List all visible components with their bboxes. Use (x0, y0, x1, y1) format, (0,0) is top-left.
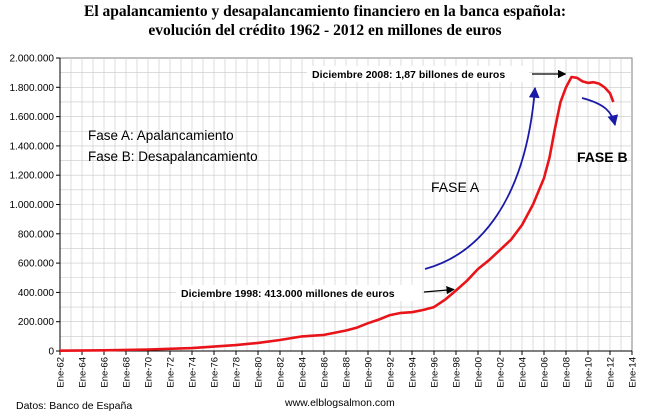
x-tick-label: Ene-68 (122, 357, 133, 388)
x-tick-label: Ene-66 (100, 357, 111, 388)
x-tick-label: Ene-74 (188, 357, 199, 388)
x-tick-label: Ene-70 (144, 357, 155, 388)
y-tick-label: 1.800.000 (10, 83, 55, 94)
x-tick-label: Ene-86 (320, 357, 331, 388)
phase-a-legend: Fase A: Apalancamiento (88, 128, 234, 143)
x-tick-label: Ene-10 (584, 357, 595, 388)
source-note: Datos: Banco de España (16, 400, 133, 412)
chart-title-line-2: evolución del crédito 1962 - 2012 en mil… (148, 22, 502, 39)
x-tick-label: Ene-14 (628, 357, 639, 388)
y-tick-label: 400.000 (18, 288, 55, 299)
x-tick-label: Ene-00 (474, 357, 485, 388)
x-tick-label: Ene-98 (452, 357, 463, 388)
x-tick-label: Ene-04 (518, 357, 529, 388)
phase-a-label: FASE A (431, 179, 480, 195)
peak-annotation: Diciembre 2008: 1,87 billones de euros (312, 69, 505, 81)
phase-b-arrow (581, 97, 619, 127)
phase-b-label: FASE B (577, 149, 628, 165)
peak-label-bg (307, 66, 529, 82)
credit-series-line (59, 75, 615, 352)
y-tick-label: 2.000.000 (10, 54, 55, 65)
y-tick-label: 1.400.000 (10, 141, 55, 152)
y-tick-label: 600.000 (18, 259, 55, 270)
x-tick-label: Ene-02 (496, 357, 507, 388)
mid-label-bg (176, 285, 422, 301)
x-tick-label: Ene-82 (276, 357, 287, 388)
y-tick-label: 1.200.000 (10, 171, 55, 182)
x-tick-label: Ene-92 (386, 357, 397, 388)
y-tick-label: 1.600.000 (10, 112, 55, 123)
x-tick-label: Ene-72 (166, 357, 177, 388)
x-tick-label: Ene-88 (342, 357, 353, 388)
x-tick-label: Ene-80 (254, 357, 265, 388)
chart-title-line-1: El apalancamiento y desapalancamiento fi… (84, 3, 566, 20)
x-tick-label: Ene-84 (298, 357, 309, 388)
y-tick-label: 0 (48, 347, 54, 358)
y-tick-label: 800.000 (18, 229, 55, 240)
phase-a-arrow (424, 86, 540, 270)
x-tick-label: Ene-08 (562, 357, 573, 388)
x-tick-label: Ene-76 (210, 357, 221, 388)
x-tick-label: Ene-90 (364, 357, 375, 388)
website-credit: www.elblogsalmon.com (285, 397, 395, 409)
x-tick-label: Ene-64 (78, 357, 89, 388)
y-tick-label: 1.000.000 (10, 200, 55, 211)
mid-arrow (423, 285, 455, 295)
x-tick-label: Ene-12 (606, 357, 617, 388)
x-tick-label: Ene-94 (408, 357, 419, 388)
x-tick-label: Ene-78 (232, 357, 243, 388)
y-tick-label: 200.000 (18, 317, 55, 328)
x-tick-label: Ene-06 (540, 357, 551, 388)
x-tick-label: Ene-96 (430, 357, 441, 388)
phase-b-legend: Fase B: Desapalancamiento (88, 149, 258, 164)
x-tick-label: Ene-62 (56, 357, 67, 388)
mid-annotation: Diciembre 1998: 413.000 millones de euro… (181, 288, 395, 300)
